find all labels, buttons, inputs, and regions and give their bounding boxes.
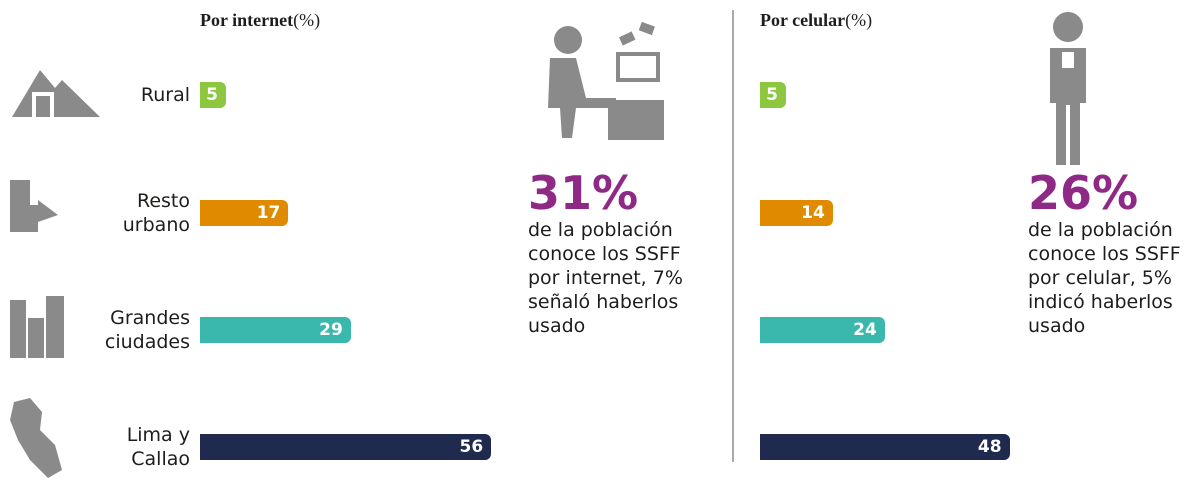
bar: 29 xyxy=(200,317,351,343)
callout-value: 26% xyxy=(1028,166,1139,220)
callout-text: de la población conoce los SSFF por inte… xyxy=(528,219,683,337)
phone-person-icon xyxy=(1050,12,1086,165)
bar: 5 xyxy=(760,82,786,108)
peru-icon xyxy=(10,398,62,478)
chart-title: Por celular(%) xyxy=(760,10,872,31)
title-text: Por celular xyxy=(760,10,846,30)
category-label: Resto urbano xyxy=(122,190,190,236)
callout-value: 31% xyxy=(528,166,639,220)
category-label: Grandes ciudades xyxy=(104,307,190,353)
callout-text: de la población conoce los SSFF por celu… xyxy=(1028,219,1181,337)
bar: 5 xyxy=(200,82,226,108)
bar: 56 xyxy=(200,434,492,460)
big-city-icon xyxy=(10,296,64,358)
bar: 17 xyxy=(200,200,289,226)
bar: 48 xyxy=(760,434,1010,460)
title-unit: (%) xyxy=(293,10,321,30)
chart-title: Por internet(%) xyxy=(200,10,320,31)
category-label: Lima y Callao xyxy=(126,424,190,470)
city-icon xyxy=(10,180,58,232)
title-text: Por internet xyxy=(200,10,294,30)
title-unit: (%) xyxy=(845,10,873,30)
category-label: Rural xyxy=(140,84,190,106)
bar: 14 xyxy=(760,200,833,226)
bar: 24 xyxy=(760,317,885,343)
computer-icon xyxy=(548,21,664,140)
rural-icon xyxy=(12,70,100,117)
